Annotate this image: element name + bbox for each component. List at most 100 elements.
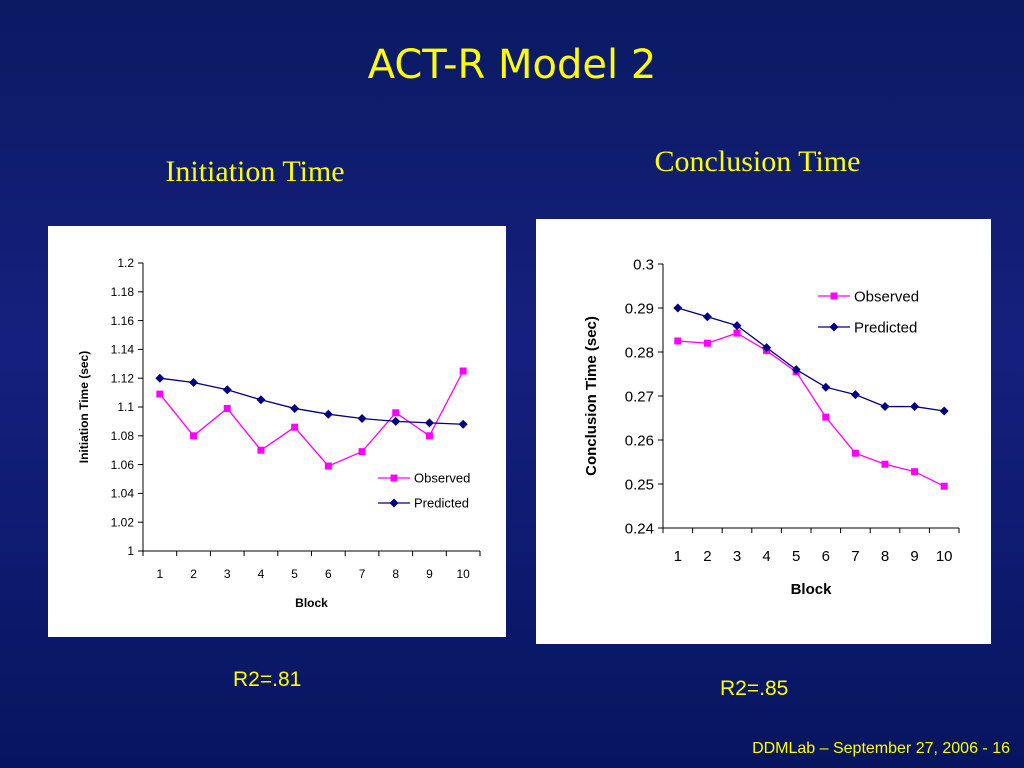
x-tick-label: 6: [325, 567, 332, 581]
data-point-predicted: [821, 382, 831, 392]
y-tick-label: 0.3: [633, 256, 654, 273]
initiation-time-chart: 1 1.02 1.04 1.06 1.08 1.1 1.12 1.14 1.16 1.18 1.2 1…: [77, 256, 481, 610]
data-point-predicted: [791, 365, 801, 375]
data-point-observed: [940, 482, 948, 490]
x-tick-label: 8: [392, 567, 399, 581]
y-tick-label: 1.04: [111, 487, 135, 501]
conclusion-chart-title: Conclusion Time: [654, 145, 861, 178]
x-tick-label: 10: [936, 548, 953, 565]
x-tick-label: 7: [359, 567, 366, 581]
x-tick-label: 2: [703, 548, 711, 565]
x-tick-label: 2: [190, 567, 197, 581]
x-tick-label: 9: [426, 567, 433, 581]
x-tick-label: 4: [258, 567, 265, 581]
data-point-observed: [881, 460, 889, 468]
y-tick-label: 1.14: [111, 343, 135, 357]
x-tick-label: 5: [792, 548, 800, 565]
y-tick-label: 1: [127, 544, 134, 558]
y-tick-label: 0.27: [625, 388, 654, 405]
slide-title: ACT-R Model 2: [367, 42, 657, 88]
x-tick-label: 3: [733, 548, 741, 565]
y-tick-label: 1.08: [111, 429, 135, 443]
data-point-observed: [156, 390, 164, 398]
data-point-observed: [291, 423, 299, 431]
slide-footer: DDMLab – September 27, 2006 - 16: [752, 740, 1010, 757]
y-tick-label: 1.02: [111, 515, 135, 529]
data-point-predicted: [391, 416, 401, 426]
data-point-observed: [324, 462, 332, 470]
y-tick-label: 0.25: [625, 476, 654, 493]
data-point-predicted: [850, 390, 860, 400]
legend-marker: [390, 474, 398, 482]
x-tick-label: 8: [881, 548, 889, 565]
data-point-predicted: [189, 378, 199, 388]
data-point-predicted: [673, 303, 683, 313]
data-point-observed: [733, 329, 741, 337]
legend-marker: [829, 322, 839, 332]
y-tick-label: 0.29: [625, 300, 654, 317]
x-axis-label: Block: [295, 596, 328, 610]
data-point-observed: [703, 339, 711, 347]
initiation-r2-label: R2=.81: [233, 668, 302, 691]
legend-label: Observed: [854, 288, 919, 305]
data-point-predicted: [323, 409, 333, 419]
data-point-predicted: [458, 419, 468, 429]
x-tick-label: 9: [910, 548, 918, 565]
y-axis-label: Conclusion Time (sec): [583, 316, 600, 476]
series-line-predicted: [677, 307, 945, 412]
x-tick-label: 10: [456, 567, 470, 581]
data-point-predicted: [910, 402, 920, 412]
series-line-predicted: [159, 377, 464, 425]
initiation-chart-panel: 1 1.02 1.04 1.06 1.08 1.1 1.12 1.14 1.16 1.18 1.2 1…: [48, 226, 506, 637]
data-point-observed: [459, 367, 467, 375]
legend-marker: [830, 292, 838, 300]
x-tick-label: 1: [157, 567, 164, 581]
x-tick-label: 4: [762, 548, 770, 565]
data-point-observed: [190, 432, 198, 440]
series-line-observed: [677, 332, 945, 487]
y-tick-label: 1.2: [117, 256, 134, 270]
y-tick-label: 1.16: [111, 314, 135, 328]
data-point-observed: [392, 409, 400, 417]
series-line-observed: [159, 370, 464, 467]
conclusion-chart-panel: 0.24 0.25 0.26 0.27 0.28 0.29 0.3 1 2 3 4 5 6 7 8 9 10 Bl…: [536, 219, 991, 644]
data-point-observed: [851, 449, 859, 457]
data-point-observed: [911, 468, 919, 476]
data-point-predicted: [155, 373, 165, 383]
data-point-predicted: [732, 321, 742, 331]
x-tick-label: 7: [851, 548, 859, 565]
data-point-observed: [257, 446, 265, 454]
legend-label: Predicted: [414, 496, 469, 511]
data-point-predicted: [290, 403, 300, 413]
data-point-observed: [822, 413, 830, 421]
x-tick-label: 1: [674, 548, 682, 565]
data-point-observed: [674, 337, 682, 345]
y-tick-label: 0.24: [625, 520, 654, 537]
conclusion-r2-label: R2=.85: [720, 677, 789, 700]
conclusion-time-chart: 0.24 0.25 0.26 0.27 0.28 0.29 0.3 1 2 3 4 5 6 7 8 9 10 Bl…: [583, 256, 960, 598]
data-point-predicted: [880, 402, 890, 412]
data-point-predicted: [702, 312, 712, 322]
data-point-predicted: [424, 418, 434, 428]
x-axis-label: Block: [791, 581, 833, 598]
y-tick-label: 1.18: [111, 285, 135, 299]
data-point-observed: [425, 432, 433, 440]
y-tick-label: 1.12: [111, 371, 135, 385]
legend-label: Observed: [414, 471, 470, 486]
data-point-predicted: [256, 395, 266, 405]
y-tick-label: 1.1: [117, 400, 134, 414]
y-tick-label: 0.26: [625, 432, 654, 449]
data-point-predicted: [939, 406, 949, 416]
initiation-chart-title: Initiation Time: [165, 155, 345, 188]
data-point-predicted: [357, 414, 367, 424]
y-axis-label: Initiation Time (sec): [77, 351, 91, 463]
legend-marker: [389, 498, 399, 508]
legend-label: Predicted: [854, 319, 917, 336]
y-tick-label: 1.06: [111, 458, 135, 472]
y-tick-label: 0.28: [625, 344, 654, 361]
x-tick-label: 3: [224, 567, 231, 581]
data-point-observed: [223, 404, 231, 412]
data-point-predicted: [222, 385, 232, 395]
x-tick-label: 5: [291, 567, 298, 581]
data-point-observed: [358, 448, 366, 456]
